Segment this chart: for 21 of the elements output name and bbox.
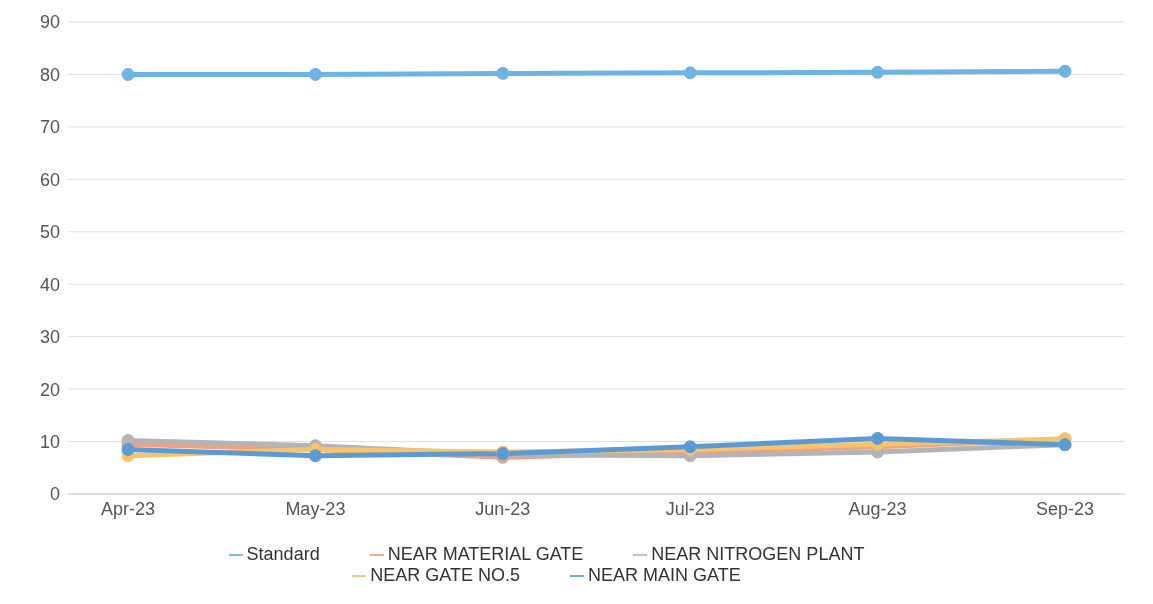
y-tick-label: 90	[39, 12, 60, 33]
x-tick-label: May-23	[285, 498, 346, 519]
legend-label: Standard	[246, 544, 320, 564]
legend-label: NEAR NITROGEN PLANT	[651, 544, 865, 564]
y-tick-label: 80	[39, 64, 60, 85]
y-tick-label: 60	[39, 169, 60, 190]
y-tick-label: 0	[49, 484, 60, 505]
x-tick-label: Aug-23	[848, 498, 907, 519]
y-tick-label: 50	[39, 222, 60, 243]
legend-label: NEAR GATE NO.5	[370, 565, 520, 585]
y-tick-label: 40	[39, 274, 60, 295]
x-tick-label: Jul-23	[665, 498, 715, 519]
y-tick-label: 10	[39, 431, 60, 452]
y-tick-label: 70	[39, 117, 60, 138]
x-tick-label: Apr-23	[100, 498, 156, 519]
x-tick-label: Sep-23	[1035, 498, 1095, 519]
y-tick-label: 20	[39, 379, 60, 400]
y-tick-label: 30	[39, 327, 60, 348]
x-tick-label: Jun-23	[475, 498, 531, 519]
legend-label: NEAR MAIN GATE	[588, 565, 741, 585]
legend-label: NEAR MATERIAL GATE	[387, 544, 584, 564]
